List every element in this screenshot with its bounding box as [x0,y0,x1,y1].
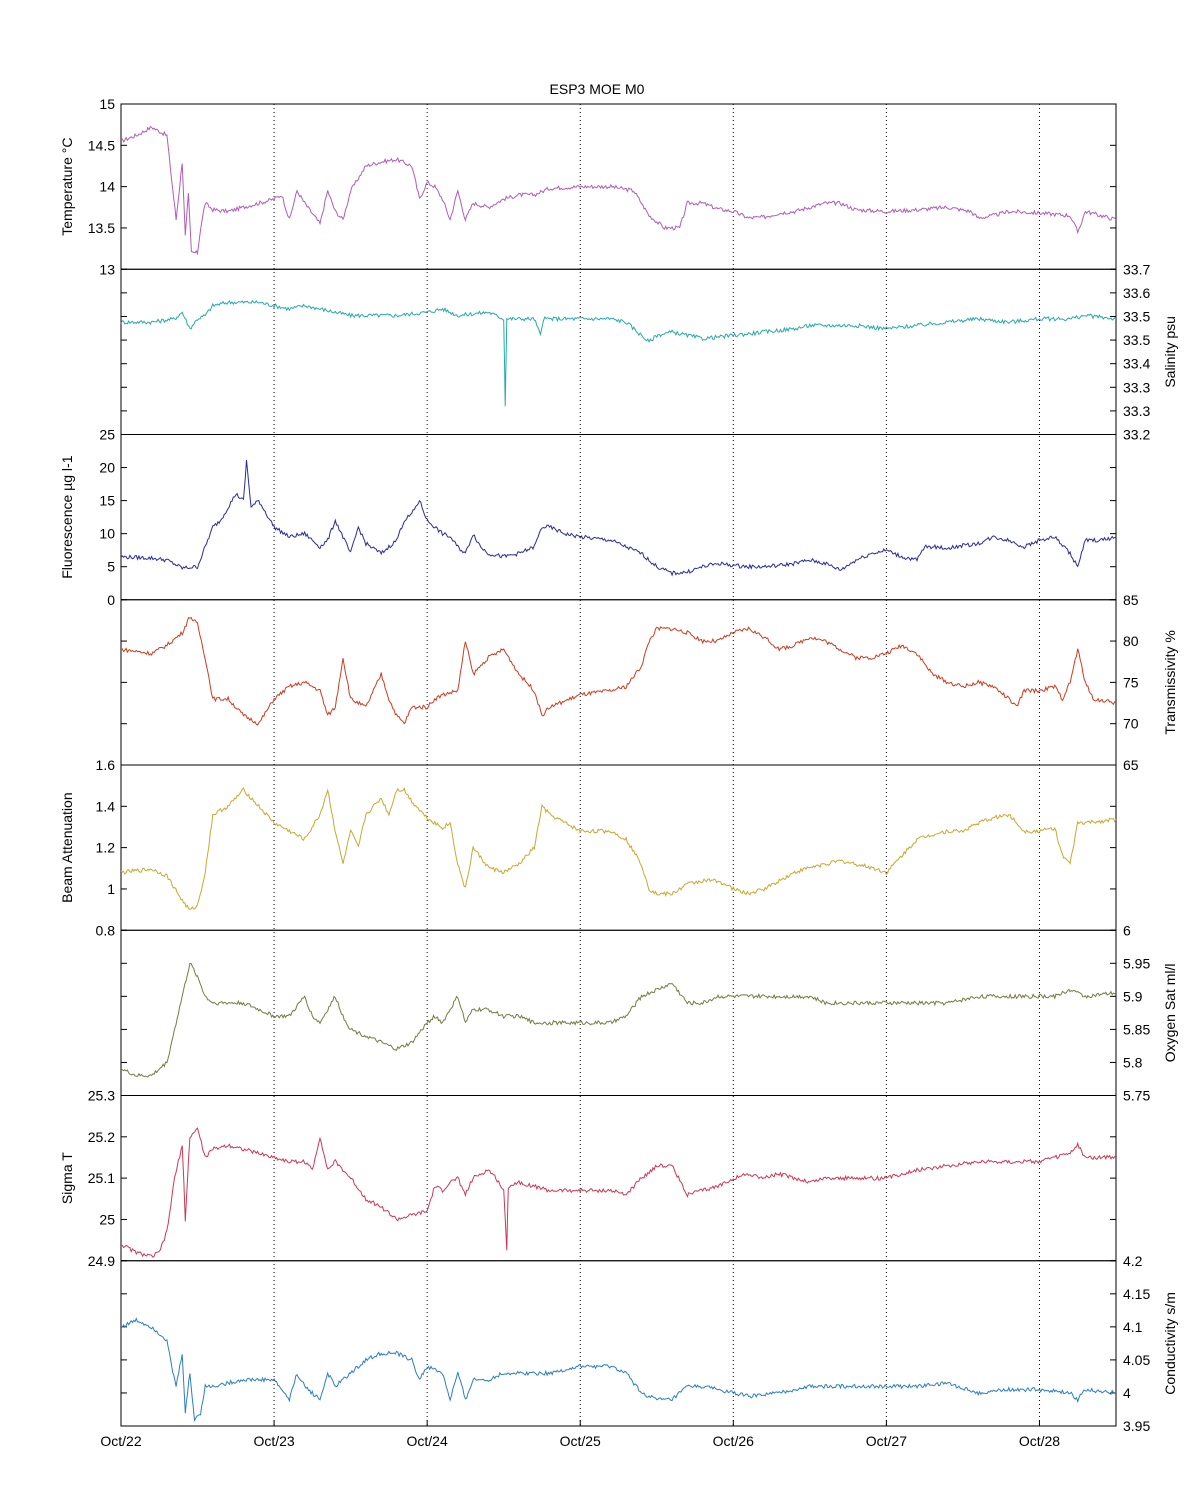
y-tick-label: 10 [99,526,115,542]
y-axis-label: Sigma T [59,1152,75,1204]
y-tick-label: 25.1 [88,1170,115,1186]
x-tick-label: Oct/24 [407,1433,448,1449]
y-tick-label: 25.2 [88,1129,115,1145]
panel-7: 3.95 4 4.05 4.1 4.15 4.2 Conductivity s/m [120,1253,1178,1434]
series-line [120,459,1117,577]
y-tick-label: 85 [1123,592,1139,608]
y-axis-label: Oxygen Sat ml/l [1162,963,1178,1062]
y-tick-label: 65 [1123,757,1139,773]
series-line [120,962,1117,1078]
y-tick-label: 25 [99,427,115,443]
series-line [120,1127,1117,1258]
panel-frame [120,268,1117,435]
y-axis-label: Beam Attenuation [59,792,75,903]
y-tick-label: 1.2 [96,840,116,856]
y-tick-label: 80 [1123,633,1139,649]
y-axis-label: Temperature °C [59,138,75,236]
y-tick-label: 14 [99,179,115,195]
panel-6: 24.9 25 25.1 25.2 25.3 Sigma T [59,1088,1117,1269]
series-line [120,125,1117,256]
y-tick-label: 0 [107,592,115,608]
panel-frame [120,1095,1117,1262]
y-axis-label: Salinity psu [1162,316,1178,388]
y-tick-label: 33.7 [1123,261,1150,277]
panel-frame [120,764,1117,931]
y-tick-label: 1.4 [96,798,116,814]
panel-1: 33.2 33.3 33.3 33.4 33.5 33.5 33.6 33.7 Salinity… [120,261,1178,443]
panel-5: 5.75 5.8 5.85 5.9 5.95 6 Oxygen Sat ml/l [120,922,1178,1104]
y-tick-label: 5.95 [1123,955,1150,971]
x-tick-label: Oct/26 [713,1433,754,1449]
y-tick-label: 5 [107,559,115,575]
panel-frame [120,103,1117,270]
y-tick-label: 5.8 [1123,1054,1143,1070]
panel-2: 0 5 10 15 20 25 Fluorescence µg l-1 [59,427,1117,608]
y-tick-label: 5.85 [1123,1021,1150,1037]
panel-frame [120,434,1117,601]
y-tick-label: 24.9 [88,1253,115,1269]
y-tick-label: 33.4 [1123,356,1150,372]
panel-4: 0.8 1 1.2 1.4 1.6 Beam Attenuation [59,757,1117,938]
y-tick-label: 25.3 [88,1088,115,1104]
chart-panels: Oct/22 Oct/23 Oct/24 Oct/25 Oct/26 Oct/27 Oct/… [59,96,1178,1449]
x-tick-label: Oct/25 [560,1433,601,1449]
panel-3: 65 70 75 80 85 Transmissivity % [120,592,1178,773]
y-tick-label: 33.2 [1123,427,1150,443]
y-axis-label: Fluorescence µg l-1 [59,455,75,578]
y-tick-label: 5.75 [1123,1088,1150,1104]
x-tick-label: Oct/27 [866,1433,907,1449]
y-tick-label: 33.3 [1123,403,1150,419]
y-tick-label: 33.6 [1123,285,1150,301]
y-tick-label: 0.8 [96,922,116,938]
y-tick-label: 25 [99,1211,115,1227]
y-tick-label: 4 [1123,1385,1131,1401]
series-line [120,1317,1117,1422]
y-tick-label: 4.05 [1123,1352,1150,1368]
y-tick-label: 1.6 [96,757,116,773]
y-tick-label: 33.5 [1123,308,1150,324]
y-axis-label: Conductivity s/m [1162,1292,1178,1395]
series-line [120,299,1117,407]
y-tick-label: 13.5 [88,220,115,236]
y-tick-label: 14.5 [88,137,115,153]
y-tick-label: 75 [1123,674,1139,690]
x-tick-label: Oct/22 [100,1433,141,1449]
y-tick-label: 33.5 [1123,332,1150,348]
y-tick-label: 4.2 [1123,1253,1143,1269]
y-axis-label: Transmissivity % [1162,630,1178,735]
y-tick-label: 4.15 [1123,1286,1150,1302]
y-tick-label: 15 [99,493,115,509]
series-line [121,616,1117,726]
y-tick-label: 13 [99,261,115,277]
y-tick-label: 3.95 [1123,1418,1150,1434]
panel-0: 13 13.5 14 14.5 15 Temperature °C [59,96,1117,277]
y-tick-label: 33.3 [1123,379,1150,395]
y-tick-label: 15 [99,96,115,112]
y-tick-label: 6 [1123,922,1131,938]
y-tick-label: 5.9 [1123,988,1143,1004]
panel-frame [120,1260,1117,1427]
chart-title: ESP3 MOE M0 [550,81,645,97]
y-tick-label: 20 [99,460,115,476]
x-tick-label: Oct/23 [253,1433,294,1449]
series-line [120,786,1117,910]
y-tick-label: 4.1 [1123,1319,1143,1335]
y-tick-label: 1 [107,881,115,897]
y-tick-label: 70 [1123,716,1139,732]
x-tick-label: Oct/28 [1019,1433,1060,1449]
panel-frame [120,599,1117,766]
